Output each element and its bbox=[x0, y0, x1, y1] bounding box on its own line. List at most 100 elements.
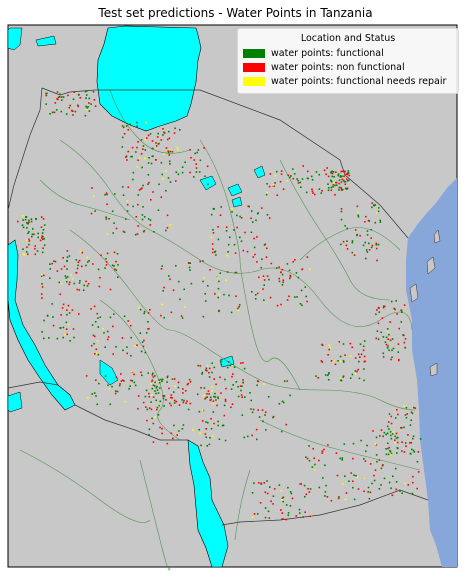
water-point-marker bbox=[339, 377, 341, 380]
water-point-marker bbox=[75, 271, 77, 274]
water-point-marker bbox=[359, 343, 362, 345]
water-point-marker bbox=[167, 177, 170, 179]
water-point-marker bbox=[129, 385, 131, 387]
water-point-marker bbox=[166, 214, 169, 217]
water-point-marker bbox=[256, 292, 259, 295]
water-point-marker bbox=[232, 373, 234, 375]
water-point-marker bbox=[63, 265, 66, 268]
water-point-marker bbox=[189, 171, 191, 174]
legend-item-functional: water points: functional bbox=[243, 47, 384, 59]
water-point-marker bbox=[397, 343, 400, 345]
water-point-marker bbox=[300, 483, 302, 485]
water-point-marker bbox=[368, 249, 371, 251]
water-point-marker bbox=[204, 175, 206, 178]
water-point-marker bbox=[227, 243, 230, 246]
water-point-marker bbox=[390, 487, 392, 489]
water-point-marker bbox=[121, 337, 124, 339]
water-point-marker bbox=[188, 266, 191, 269]
water-point-marker bbox=[71, 110, 74, 112]
water-point-marker bbox=[213, 366, 216, 369]
water-point-marker bbox=[364, 241, 367, 244]
water-point-marker bbox=[374, 221, 377, 224]
water-point-marker bbox=[403, 341, 406, 344]
water-point-marker bbox=[410, 411, 413, 414]
water-point-marker bbox=[217, 396, 219, 398]
water-point-marker bbox=[205, 421, 207, 423]
water-point-marker bbox=[216, 276, 219, 279]
water-point-marker bbox=[98, 285, 101, 288]
water-point-marker bbox=[215, 399, 217, 401]
water-point-marker bbox=[264, 507, 267, 509]
water-point-marker bbox=[221, 424, 224, 427]
water-point-marker bbox=[220, 363, 223, 366]
water-point-marker bbox=[385, 448, 387, 450]
water-point-marker bbox=[150, 408, 153, 411]
water-point-marker bbox=[416, 487, 418, 490]
water-point-marker bbox=[109, 288, 112, 291]
water-point-marker bbox=[351, 373, 354, 376]
water-point-marker bbox=[157, 414, 160, 416]
water-point-marker bbox=[126, 203, 129, 206]
water-point-marker bbox=[350, 472, 353, 474]
water-point-marker bbox=[169, 149, 171, 151]
water-point-marker bbox=[212, 207, 215, 210]
water-point-marker bbox=[371, 206, 373, 209]
water-point-marker bbox=[169, 163, 171, 165]
water-point-marker bbox=[321, 343, 323, 346]
water-point-marker bbox=[363, 355, 366, 358]
water-point-marker bbox=[278, 484, 281, 486]
water-point-marker bbox=[200, 444, 202, 447]
water-point-marker bbox=[68, 283, 70, 286]
water-point-marker bbox=[76, 288, 79, 291]
water-point-marker bbox=[171, 151, 174, 153]
water-point-marker bbox=[172, 289, 175, 291]
legend-label: water points: non functional bbox=[271, 61, 405, 73]
water-point-marker bbox=[152, 147, 154, 150]
water-point-marker bbox=[131, 155, 133, 158]
water-point-marker bbox=[203, 147, 205, 149]
water-point-marker bbox=[264, 414, 266, 416]
water-point-marker bbox=[130, 355, 132, 357]
water-point-marker bbox=[337, 173, 340, 175]
water-point-marker bbox=[305, 456, 307, 458]
water-point-marker bbox=[117, 263, 119, 266]
water-point-marker bbox=[217, 296, 219, 299]
water-point-marker bbox=[173, 399, 176, 402]
water-point-marker bbox=[308, 445, 310, 447]
water-point-marker bbox=[388, 428, 390, 430]
water-point-marker bbox=[395, 488, 397, 491]
water-point-marker bbox=[366, 444, 368, 447]
water-point-marker bbox=[87, 106, 89, 108]
map-title: Test set predictions - Water Points in T… bbox=[98, 6, 373, 20]
water-point-marker bbox=[362, 345, 365, 348]
water-point-marker bbox=[224, 378, 226, 381]
water-point-marker bbox=[113, 313, 115, 315]
water-point-marker bbox=[223, 414, 226, 417]
water-point-marker bbox=[305, 295, 307, 298]
water-point-marker bbox=[297, 276, 300, 279]
water-point-marker bbox=[229, 236, 231, 239]
water-point-marker bbox=[306, 300, 308, 303]
water-point-marker bbox=[198, 410, 201, 413]
water-point-marker bbox=[203, 277, 205, 279]
water-point-marker bbox=[81, 265, 83, 268]
water-point-marker bbox=[397, 436, 399, 439]
water-point-marker bbox=[274, 174, 277, 177]
water-point-marker bbox=[132, 178, 134, 181]
water-point-marker bbox=[340, 208, 343, 210]
water-point-marker bbox=[116, 390, 119, 393]
water-point-marker bbox=[162, 128, 164, 130]
water-point-marker bbox=[128, 388, 130, 390]
water-point-marker bbox=[281, 273, 284, 276]
water-point-marker bbox=[93, 342, 95, 345]
water-point-marker bbox=[340, 243, 342, 246]
water-point-marker bbox=[401, 450, 403, 452]
water-point-marker bbox=[186, 400, 188, 402]
water-point-marker bbox=[142, 184, 144, 187]
water-point-marker bbox=[309, 268, 311, 270]
water-point-marker bbox=[52, 316, 54, 318]
water-point-marker bbox=[87, 397, 89, 399]
water-point-marker bbox=[42, 247, 44, 249]
water-point-marker bbox=[259, 502, 262, 504]
water-point-marker bbox=[219, 376, 221, 379]
